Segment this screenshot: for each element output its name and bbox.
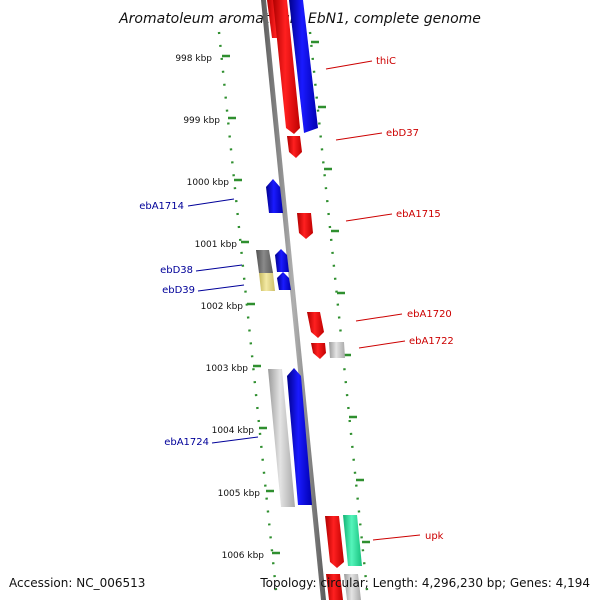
- gene-ebD39-pair[interactable]: [277, 272, 291, 290]
- gene-thiC[interactable]: [273, 0, 300, 134]
- gene-thiC-pair[interactable]: [289, 0, 318, 133]
- gene-ebA1720[interactable]: [307, 312, 324, 338]
- kbp-label: 1001 kbp: [195, 240, 238, 250]
- gene-ebD39[interactable]: [259, 273, 275, 291]
- gene-label-ebA1724[interactable]: ebA1724: [164, 437, 209, 448]
- label-leader-ebA1720: [355, 313, 403, 322]
- gene-ebD38-pair[interactable]: [275, 249, 289, 272]
- gene-ebA1724-pair[interactable]: [287, 368, 312, 505]
- label-leader-thiC: [325, 60, 373, 70]
- label-leader-ebA1724: [211, 436, 259, 444]
- label-leader-ebD39: [197, 284, 245, 292]
- gene-label-thiC[interactable]: thiC: [376, 56, 396, 67]
- gene-ebD38[interactable]: [256, 250, 273, 273]
- kbp-label: 1000 kbp: [187, 178, 230, 188]
- gene-ebA1714[interactable]: [266, 179, 283, 213]
- label-leader-ebD37: [335, 132, 383, 141]
- gene-upk-prior[interactable]: [325, 516, 344, 568]
- gene-label-upk[interactable]: upk: [425, 531, 444, 542]
- kbp-label: 998 kbp: [175, 54, 212, 64]
- left-dotted-track: [217, 31, 279, 600]
- dotted-tracks: [217, 31, 370, 600]
- gene-label-ebA1722[interactable]: ebA1722: [409, 336, 454, 347]
- kbp-label: 1004 kbp: [212, 426, 255, 436]
- gene-bottom-grey[interactable]: [344, 574, 361, 600]
- gene-label-ebD37[interactable]: ebD37: [386, 128, 419, 139]
- gene-ebA1715[interactable]: [297, 213, 313, 239]
- gene-upk[interactable]: [343, 515, 362, 566]
- kbp-label: 1002 kbp: [201, 302, 244, 312]
- label-leader-ebA1722: [358, 340, 406, 349]
- gene-ebA1724[interactable]: [268, 369, 295, 507]
- label-leader-ebA1715: [345, 213, 393, 222]
- gene-label-ebA1714[interactable]: ebA1714: [139, 201, 184, 212]
- genome-summary-text: Topology: circular; Length: 4,296,230 bp…: [259, 576, 590, 590]
- kbp-label: 1006 kbp: [222, 551, 265, 561]
- gene-label-ebA1720[interactable]: ebA1720: [407, 309, 452, 320]
- gene-ebA1722[interactable]: [311, 343, 326, 359]
- accession-text: Accession: NC_006513: [9, 576, 145, 590]
- kbp-scale: 998 kbp 999 kbp 1000 kbp 1001 kbp 1002 k…: [175, 54, 280, 561]
- gene-features: [256, 0, 362, 600]
- kbp-label: 1003 kbp: [206, 364, 249, 374]
- genome-backbone: [261, 0, 326, 600]
- gene-label-ebA1715[interactable]: ebA1715: [396, 209, 441, 220]
- gene-labels: thiC ebD37 ebA1714 ebA1715 ebD38 ebD39 e…: [139, 56, 454, 542]
- kbp-label: 999 kbp: [183, 116, 220, 126]
- label-leader-ebD38: [195, 264, 243, 272]
- label-leader-ebA1714: [187, 198, 235, 207]
- gene-bottom-red[interactable]: [326, 574, 343, 600]
- gene-label-ebD38[interactable]: ebD38: [160, 265, 193, 276]
- gene-label-ebD39[interactable]: ebD39: [162, 285, 195, 296]
- gene-ebA1722-pair[interactable]: [329, 342, 345, 358]
- gene-ebD37[interactable]: [287, 136, 302, 158]
- kbp-label: 1005 kbp: [218, 489, 261, 499]
- label-leader-upk: [372, 534, 421, 541]
